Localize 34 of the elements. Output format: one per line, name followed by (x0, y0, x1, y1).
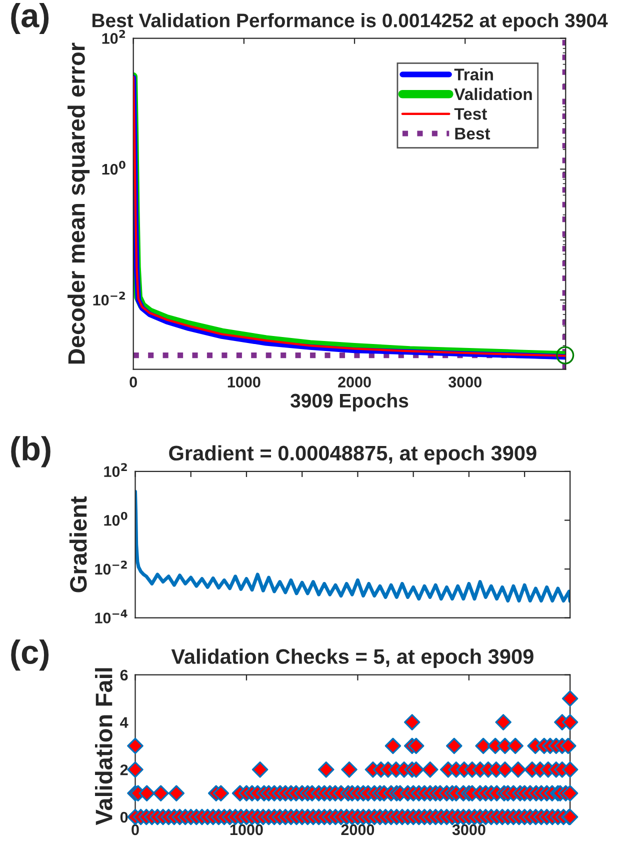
text: (c) (11, 640, 49, 671)
y-axis-title: Gradient (69, 496, 87, 592)
legend-label: Best (455, 128, 490, 140)
x-axis-title: 3909 Epochs (290, 393, 408, 412)
y-tick-label: 2 (120, 764, 128, 776)
y-axis-title: Validation Fail (95, 668, 112, 826)
y-tick-label: 6 (120, 670, 128, 681)
text: (b) (11, 436, 50, 468)
x-tick-label: 1000 (228, 376, 260, 388)
y-axis-title: Decoder mean squared error (68, 42, 90, 364)
text: (a) (11, 2, 49, 34)
x-tick-label: 0 (130, 376, 137, 388)
y-tick-label: 10$^{−4}$ (95, 610, 128, 624)
y-tick-label: 10$^{−2}$ (95, 560, 127, 575)
y-tick-label: 10$^{2}$ (104, 463, 127, 478)
y-tick-label: 4 (120, 717, 128, 728)
y-tick-label: 10$^{2}$ (102, 30, 126, 44)
legend-label: Test (454, 108, 487, 120)
y-tick-label: 0 (120, 812, 128, 823)
legend-label: Validation (454, 88, 532, 100)
line-series (135, 490, 570, 603)
x-tick-label: 3000 (452, 824, 486, 836)
y-tick-label: 10$^{−2}$ (93, 292, 125, 306)
x-tick-label: 1000 (230, 824, 263, 836)
chart-title: Best Validation Performance is 0.0014252 at epoch 3904 (92, 13, 608, 32)
x-tick-label: 2000 (338, 376, 371, 388)
chart-title: Gradient = 0.00048875, at epoch 3909 (169, 445, 536, 465)
legend-label: Train (454, 68, 493, 80)
x-tick-label: 3000 (448, 376, 482, 388)
y-tick-label: 10$^{0}$ (102, 160, 126, 175)
x-tick-label: 0 (132, 824, 139, 836)
y-tick-label: 10$^{0}$ (104, 512, 128, 526)
chart-title: Validation Checks = 5, at epoch 3909 (171, 648, 534, 668)
x-tick-label: 2000 (341, 824, 374, 836)
